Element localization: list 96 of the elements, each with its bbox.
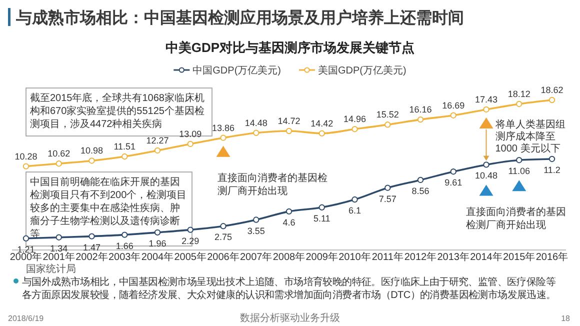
point	[516, 156, 522, 164]
x-tick-label: 2007年	[240, 251, 272, 264]
x-tick-label: 2011年	[372, 251, 404, 264]
data-label: 10.28	[14, 151, 38, 162]
point	[56, 160, 62, 167]
text: 国家统计局	[26, 263, 76, 275]
data-label: 7.57	[378, 194, 396, 204]
text: 数据分析驱动业务升级	[240, 312, 340, 324]
point	[352, 126, 358, 132]
x-tick-label: 2012年	[404, 251, 437, 264]
data-label: 1.47	[82, 242, 101, 252]
point	[286, 208, 292, 215]
data-label: 10.62	[48, 148, 70, 159]
point	[318, 204, 325, 210]
data-label: 11.2	[544, 164, 560, 175]
data-label: 10.98	[80, 146, 104, 156]
data-label: 5.11	[313, 213, 330, 224]
point	[88, 233, 95, 240]
x-tick-label: 2015年	[503, 251, 536, 264]
data-label: 11.06	[508, 166, 530, 176]
data-label: 12.27	[146, 135, 169, 146]
x-tick-label: 2004年	[141, 251, 174, 264]
point	[318, 130, 325, 136]
x-tick-label: 2016年	[536, 251, 568, 264]
x-tick-label: 2002年	[76, 251, 108, 264]
data-label: 6.1	[348, 206, 362, 216]
x-tick-label: 2014年	[470, 251, 502, 264]
point	[286, 128, 292, 134]
point	[220, 223, 226, 230]
point	[516, 100, 522, 108]
point	[187, 226, 194, 233]
data-label: 4.6	[282, 217, 296, 228]
data-label: 18.62	[540, 85, 564, 95]
data-label: 3.55	[247, 226, 265, 236]
point	[154, 229, 161, 236]
text: 18	[561, 314, 571, 323]
point	[417, 176, 424, 184]
x-tick-label: 2008年	[272, 251, 306, 264]
point	[450, 112, 456, 118]
data-label: 14.42	[310, 118, 334, 128]
data-label: 17.43	[474, 94, 498, 104]
point	[154, 147, 161, 154]
data-label: 13.09	[179, 128, 202, 139]
point	[253, 216, 260, 223]
x-tick-label: 2001年	[42, 251, 75, 264]
x-tick-label: 2010年	[338, 251, 371, 264]
x-tick-label: 2013年	[437, 251, 470, 264]
point	[483, 162, 490, 168]
point	[220, 134, 226, 141]
legend-label: 中国GDP(万亿美元)	[192, 64, 281, 76]
point	[187, 140, 194, 148]
data-label: 13.86	[212, 122, 235, 133]
data-label: 14.72	[278, 116, 300, 126]
data-label: 2.29	[182, 236, 200, 246]
data-label: 1.34	[50, 243, 68, 254]
point	[253, 130, 260, 136]
text: 与国外成熟市场相比，中国基因检测市场呈现出技术上追随、市场培育较晚的特征。医疗临床上由于研究、监管、医疗保险等各方面原因发展较慢，随着经济发展、大众对健康的认识和需求增加面向消费者市场（DTC）的消费基因检测市场发展迅速。	[22, 276, 556, 301]
data-label: 1.96	[148, 238, 166, 248]
text: 2018/6/19	[8, 314, 44, 323]
data-label: 8.56	[412, 186, 430, 196]
point	[384, 122, 391, 128]
point	[122, 153, 128, 160]
point	[352, 196, 358, 203]
point	[483, 106, 490, 113]
point	[22, 235, 30, 242]
data-label: 10.48	[474, 170, 498, 181]
point	[384, 184, 391, 191]
annotation: 截至2015年底，全球共有1068家临床机构和670家实验室提供的55125个基因检测项目，涉及4472种相关疾病	[29, 92, 204, 130]
x-tick-label: 2005年	[174, 251, 206, 264]
point	[417, 116, 424, 123]
point	[122, 232, 128, 238]
point	[450, 168, 456, 175]
data-label: 16.69	[442, 100, 465, 110]
data-label: 9.61	[444, 178, 462, 188]
data-label: 16.16	[409, 104, 432, 115]
x-tick-label: 2006年	[207, 251, 240, 264]
point	[548, 156, 556, 162]
chart-title: 与成熟市场相比：中国基因检测应用场景及用户培养上还需时间	[15, 8, 464, 27]
x-tick-label: 2009年	[306, 251, 338, 264]
data-label: 18.12	[508, 88, 530, 99]
x-tick-label: 2003年	[108, 251, 141, 264]
point	[22, 163, 30, 170]
chart-subtitle: 中美GDP对比与基因测序市场发展关键节点	[165, 40, 415, 55]
legend-label: 美国GDP(万亿美元)	[318, 64, 406, 76]
data-label: 14.96	[343, 114, 366, 124]
data-label: 1.66	[116, 240, 134, 251]
annotation: 直接面向消费者的基因检测厂商开始出现	[466, 206, 566, 232]
data-label: 11.51	[114, 142, 136, 152]
point	[548, 96, 556, 104]
point	[56, 234, 62, 240]
data-label: 2.75	[214, 232, 232, 242]
data-label: 14.48	[244, 118, 268, 128]
annotation: 将单人类基因组测序成本降至 1000 美元以下	[494, 118, 566, 154]
data-label: 15.52	[376, 110, 399, 120]
annotation: 直接面向消费者的基因检测厂商开始出现	[217, 172, 328, 197]
point	[88, 158, 95, 164]
